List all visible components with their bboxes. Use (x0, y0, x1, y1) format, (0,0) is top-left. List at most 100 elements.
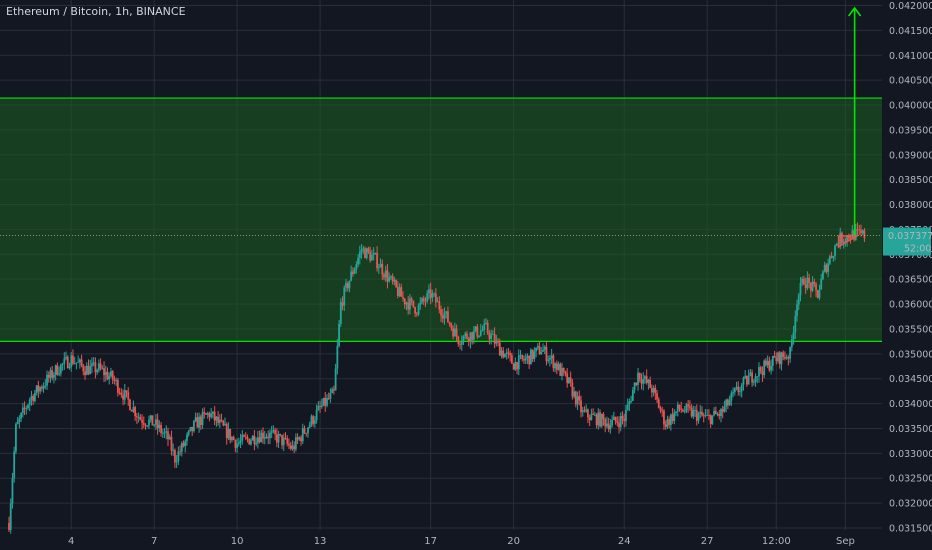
candle-body (431, 293, 434, 298)
candle-body (149, 415, 152, 420)
candle-body (604, 419, 607, 427)
candle-body (502, 350, 505, 358)
candle-body (87, 365, 90, 375)
y-tick-label: 0.035000 (889, 349, 932, 360)
candle-body (402, 296, 404, 299)
candle-body (562, 367, 565, 372)
y-tick-label: 0.038000 (889, 200, 932, 211)
candle-body (466, 333, 468, 339)
x-tick-label: 10 (231, 536, 244, 547)
candle-body (165, 431, 168, 433)
candle-body (433, 293, 436, 295)
candle-body (371, 255, 373, 261)
x-tick-label: 12:00 (762, 536, 791, 547)
candle-body (504, 354, 506, 358)
candle-body (89, 366, 92, 375)
candle-body (713, 410, 715, 416)
candle-body (141, 419, 143, 423)
y-tick-label: 0.036000 (889, 300, 932, 311)
candle-body (687, 404, 690, 407)
candle-body (699, 411, 702, 414)
candle-body (279, 434, 282, 436)
chart-title: Ethereum / Bitcoin, 1h, BINANCE (6, 5, 186, 18)
candle-body (196, 417, 199, 428)
candle-body (723, 406, 726, 412)
candle-body (96, 370, 99, 373)
candle-body (625, 410, 627, 422)
candle-body (600, 414, 603, 427)
candle-body (664, 424, 667, 427)
candle-body (218, 419, 221, 423)
candle-body (846, 235, 849, 241)
candle-body (803, 278, 805, 285)
candle-body (751, 372, 753, 383)
candle-body (122, 394, 124, 400)
y-tick-label: 0.033500 (889, 424, 932, 435)
candle-body (638, 372, 641, 380)
candle-body (217, 416, 220, 423)
candle-body (355, 264, 358, 270)
candle-body (172, 450, 175, 451)
candle-body (303, 428, 306, 434)
candle-body (429, 289, 432, 298)
candle-body (326, 397, 328, 406)
candle-body (198, 416, 200, 428)
candle-body (272, 430, 275, 432)
candle-body (714, 410, 717, 415)
candle-body (737, 386, 740, 392)
candle-body (308, 424, 311, 428)
candle-body (320, 405, 323, 407)
candle-body (808, 277, 811, 283)
candle-body (61, 363, 64, 365)
price-badge-value: 0.037377 (888, 231, 932, 242)
candle-body (590, 413, 593, 420)
candle-body (618, 423, 620, 428)
candle-body (516, 362, 518, 370)
candle-body (623, 418, 626, 422)
candle-body (621, 415, 624, 419)
candle-body (495, 340, 498, 344)
candle-body (412, 300, 415, 308)
candle-body (649, 379, 652, 389)
candle-body (727, 399, 729, 406)
candle-body (464, 333, 467, 337)
candle-body (68, 366, 71, 369)
candle-body (215, 416, 218, 421)
candle-body (711, 415, 714, 424)
y-tick-label: 0.036500 (889, 275, 932, 286)
candle-body (550, 355, 553, 358)
price-axis[interactable] (882, 0, 932, 550)
candle-body (13, 451, 16, 479)
candle-body (528, 355, 531, 365)
candle-body (716, 413, 719, 415)
candle-body (564, 371, 567, 374)
candle-body (187, 430, 190, 435)
candle-body (241, 435, 244, 441)
candle-body (509, 353, 512, 356)
candle-body (758, 367, 760, 377)
x-tick-label: 27 (701, 536, 714, 547)
candle-body (587, 409, 589, 418)
candle-body (208, 413, 211, 418)
candle-body (403, 298, 406, 305)
candle-body (571, 382, 574, 397)
candle-body (697, 413, 700, 421)
candle-body (752, 381, 755, 383)
candle-body (255, 442, 258, 445)
candle-body (588, 417, 591, 420)
candle-body (205, 413, 207, 415)
candle-body (619, 415, 622, 428)
candle-body (744, 376, 747, 378)
candle-body (20, 412, 22, 419)
candle-body (578, 396, 581, 401)
candle-body (510, 355, 513, 364)
candle-body (787, 357, 790, 359)
candle-body (343, 287, 346, 306)
candle-body (246, 437, 249, 440)
candle-body (483, 323, 486, 330)
candle-body (339, 302, 342, 324)
candle-body (523, 359, 525, 361)
candle-body (103, 368, 105, 376)
candle-body (485, 322, 487, 324)
